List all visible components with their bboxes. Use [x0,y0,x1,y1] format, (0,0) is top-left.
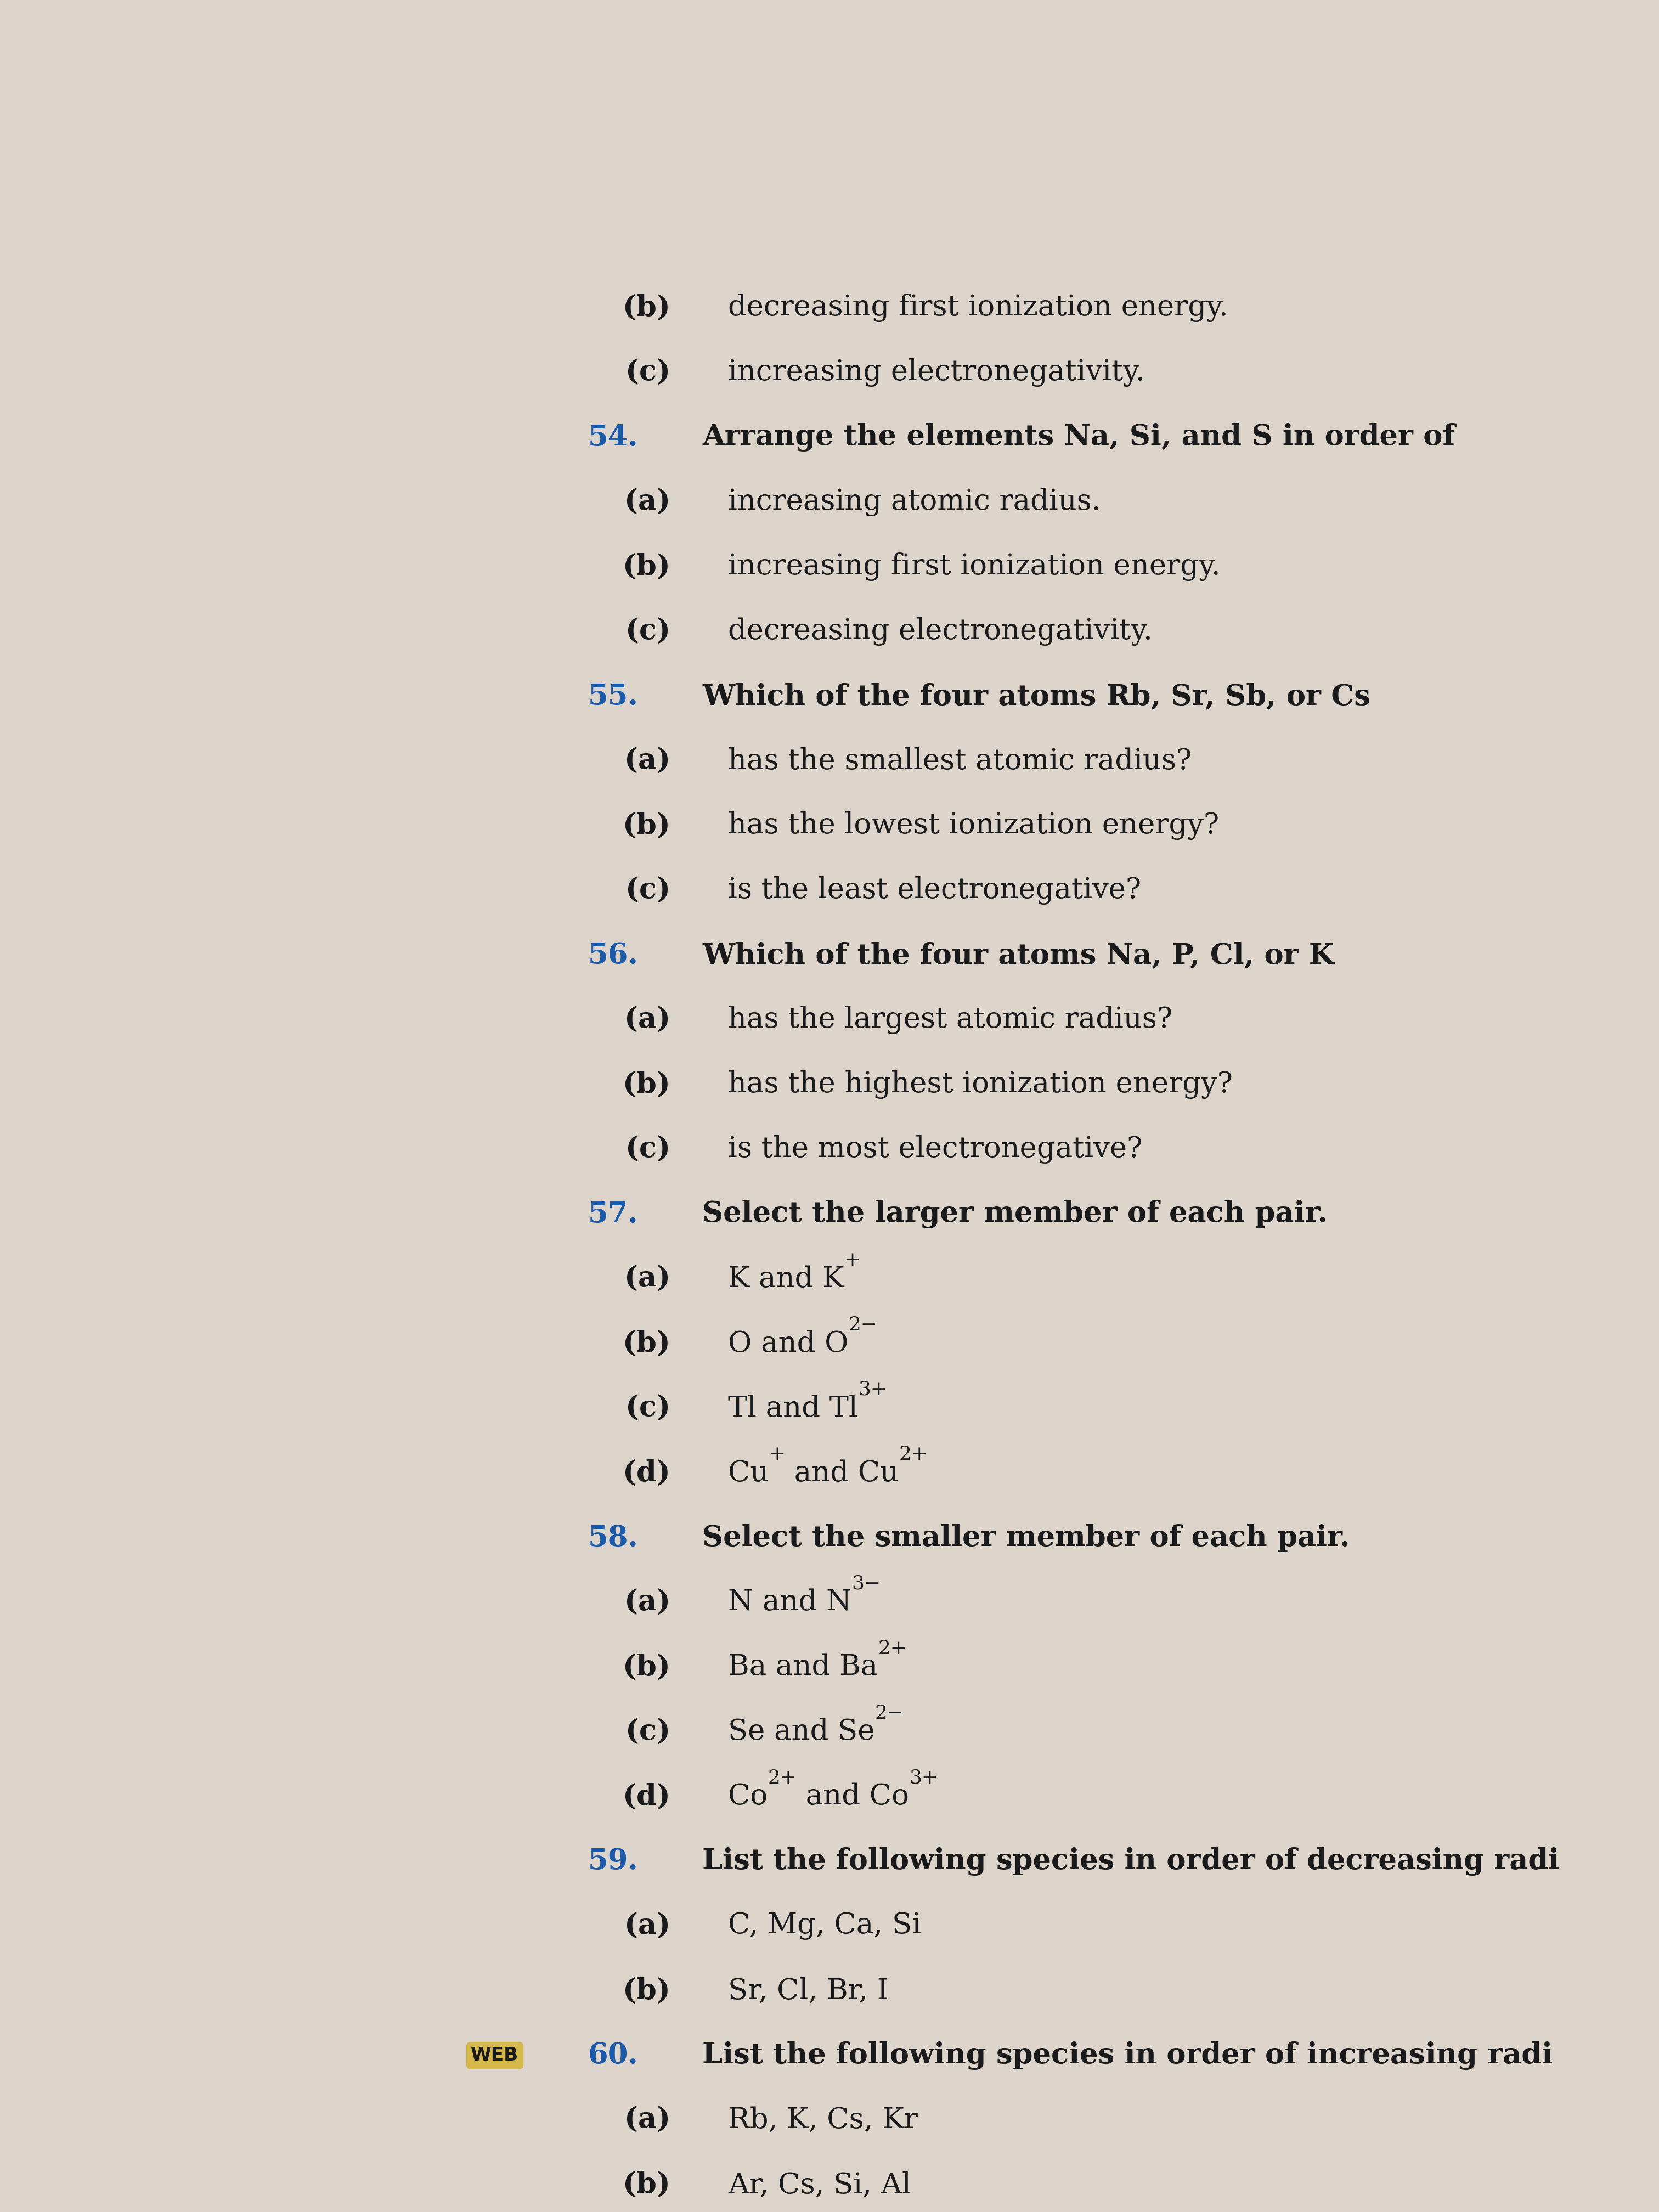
Text: has the highest ionization energy?: has the highest ionization energy? [728,1071,1233,1099]
Text: +: + [768,1444,785,1464]
Text: (c): (c) [625,1719,670,1745]
Text: (b): (b) [622,2170,670,2199]
Text: and Co: and Co [796,1783,909,1812]
Text: decreasing electronegativity.: decreasing electronegativity. [728,617,1153,646]
Text: (c): (c) [625,358,670,387]
Text: K and K: K and K [728,1265,844,1292]
Text: increasing electronegativity.: increasing electronegativity. [728,358,1145,387]
Text: 2−: 2− [848,1316,878,1334]
Text: 3−: 3− [851,1575,881,1593]
Text: (b): (b) [622,1329,670,1358]
Text: and Cu: and Cu [785,1460,899,1486]
Text: 2+: 2+ [768,1770,796,1787]
Text: Tl and Tl: Tl and Tl [728,1394,858,1422]
Text: increasing atomic radius.: increasing atomic radius. [728,489,1102,515]
Text: 59.: 59. [587,1847,639,1876]
Text: C, Mg, Ca, Si: C, Mg, Ca, Si [728,1911,921,1940]
Text: (a): (a) [624,748,670,774]
Text: 58.: 58. [587,1524,639,1553]
Text: (c): (c) [625,1394,670,1422]
Text: +: + [844,1250,861,1270]
Text: (c): (c) [625,1135,670,1164]
Text: is the least electronegative?: is the least electronegative? [728,876,1141,905]
Text: (b): (b) [622,1652,670,1681]
Text: (a): (a) [624,1911,670,1940]
Text: 3+: 3+ [858,1380,888,1398]
Text: Se and Se: Se and Se [728,1719,874,1745]
Text: (c): (c) [625,876,670,905]
Text: 55.: 55. [587,681,639,710]
Text: (b): (b) [622,812,670,841]
Text: (d): (d) [622,1460,670,1486]
Text: 60.: 60. [587,2042,639,2070]
Text: (c): (c) [625,617,670,646]
Text: Co: Co [728,1783,768,1812]
Text: (b): (b) [622,294,670,323]
Text: Rb, K, Cs, Kr: Rb, K, Cs, Kr [728,2106,917,2135]
Text: N and N: N and N [728,1588,851,1617]
Text: Arrange the elements Na, Si, and S in order of: Arrange the elements Na, Si, and S in or… [702,422,1455,451]
Text: has the largest atomic radius?: has the largest atomic radius? [728,1006,1173,1035]
Text: (a): (a) [624,1006,670,1033]
Text: 56.: 56. [587,942,639,969]
Text: 3+: 3+ [909,1770,937,1787]
Text: is the most electronegative?: is the most electronegative? [728,1135,1143,1164]
Text: 2−: 2− [874,1703,904,1723]
Text: has the smallest atomic radius?: has the smallest atomic radius? [728,748,1191,774]
Text: WEB: WEB [471,2046,519,2064]
Text: Select the smaller member of each pair.: Select the smaller member of each pair. [702,1524,1350,1553]
Text: Which of the four atoms Rb, Sr, Sb, or Cs: Which of the four atoms Rb, Sr, Sb, or C… [702,681,1370,710]
Text: (a): (a) [624,489,670,515]
Text: (b): (b) [622,553,670,582]
Text: 54.: 54. [587,422,639,451]
Text: decreasing first ionization energy.: decreasing first ionization energy. [728,294,1228,323]
Text: Select the larger member of each pair.: Select the larger member of each pair. [702,1199,1327,1228]
Text: Which of the four atoms Na, P, Cl, or K: Which of the four atoms Na, P, Cl, or K [702,942,1334,969]
Text: (d): (d) [622,1783,670,1812]
Text: increasing first ionization energy.: increasing first ionization energy. [728,553,1221,582]
Text: 57.: 57. [587,1201,639,1228]
Text: (a): (a) [624,1265,670,1292]
Text: 2+: 2+ [899,1444,927,1464]
Text: (b): (b) [622,1071,670,1099]
Text: Sr, Cl, Br, I: Sr, Cl, Br, I [728,1978,889,2004]
Text: (a): (a) [624,2106,670,2135]
Text: Ar, Cs, Si, Al: Ar, Cs, Si, Al [728,2170,911,2199]
Text: has the lowest ionization energy?: has the lowest ionization energy? [728,812,1219,841]
Text: O and O: O and O [728,1329,848,1358]
Text: (b): (b) [622,1978,670,2004]
Text: (a): (a) [624,1588,670,1617]
Text: List the following species in order of increasing radi: List the following species in order of i… [702,2042,1553,2070]
Text: Ba and Ba: Ba and Ba [728,1652,878,1681]
Text: 2+: 2+ [878,1639,907,1657]
Text: Cu: Cu [728,1460,768,1486]
Text: List the following species in order of decreasing radi: List the following species in order of d… [702,1847,1559,1876]
